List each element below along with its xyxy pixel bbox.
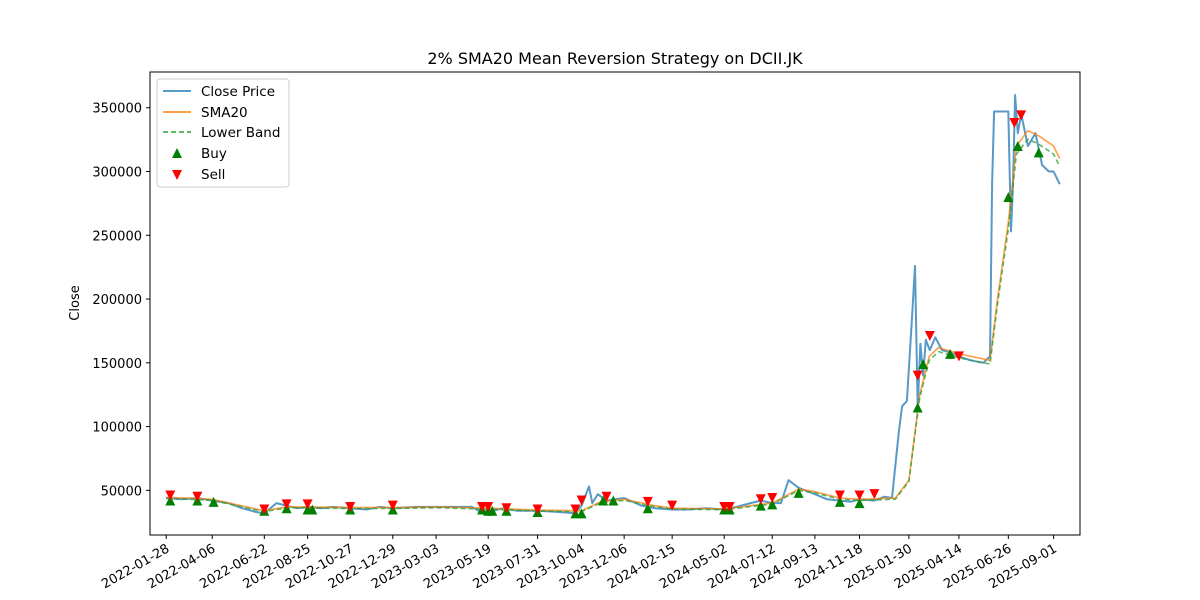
y-tick-label: 100000 [92, 421, 142, 436]
sell-marker [953, 351, 964, 362]
sell-marker [259, 504, 270, 515]
buy-marker [608, 495, 619, 506]
sell-marker [767, 493, 778, 504]
sma20-line [166, 129, 1061, 512]
y-tick-label: 50000 [101, 484, 142, 499]
buy-marker [487, 505, 498, 516]
buy-marker [1003, 191, 1014, 202]
y-tick-label: 150000 [92, 357, 142, 372]
sell-marker [570, 504, 581, 515]
close-price-line [166, 94, 1061, 515]
sell-marker [165, 490, 176, 501]
sell-marker [576, 495, 587, 506]
buy-marker [854, 498, 865, 509]
y-tick-label: 250000 [92, 229, 142, 244]
sell-marker [483, 501, 494, 512]
sell-marker [532, 504, 543, 515]
buy-marker [642, 503, 653, 514]
signal-markers [165, 110, 1044, 519]
plot-frame [149, 71, 1081, 536]
sell-marker [724, 501, 735, 512]
legend-box [156, 78, 290, 188]
sell-marker [869, 489, 880, 500]
legend-swatch-buy [172, 148, 182, 158]
sell-marker [601, 491, 612, 502]
sell-marker [834, 490, 845, 501]
chart-title: 2% SMA20 Mean Reversion Strategy on DCII… [427, 49, 803, 68]
legend-swatch-sell [172, 170, 182, 180]
buy-marker [598, 495, 609, 506]
buy-marker [208, 496, 219, 507]
sell-marker [281, 499, 292, 510]
x-axis: 2022-01-282022-04-062022-06-222022-08-25… [99, 535, 1060, 592]
buy-marker [576, 508, 587, 519]
buy-marker [165, 495, 176, 506]
buy-marker [1012, 140, 1023, 151]
sell-marker [1009, 118, 1020, 129]
sell-marker [345, 501, 356, 512]
y-tick-label: 200000 [92, 293, 142, 308]
sell-marker [924, 331, 935, 342]
buy-marker [834, 496, 845, 507]
legend: Close Price SMA20 Lower Band Buy Sell [156, 78, 290, 188]
y-tick-label: 300000 [92, 165, 142, 180]
sell-marker [501, 503, 512, 514]
buy-marker [793, 487, 804, 498]
sell-marker [912, 370, 923, 381]
y-axis-label: Close [68, 285, 83, 320]
buy-marker [918, 359, 929, 370]
sell-marker [302, 499, 313, 510]
lower-band-line [166, 138, 1061, 513]
y-tick-label: 350000 [92, 102, 142, 117]
buy-marker [755, 500, 766, 511]
legend-label-buy: Buy [201, 146, 227, 162]
sell-marker [667, 500, 678, 511]
legend-label-close: Close Price [201, 84, 275, 100]
sell-marker [755, 494, 766, 505]
sell-marker [642, 496, 653, 507]
plot-area [166, 94, 1061, 515]
buy-marker [307, 504, 318, 515]
buy-marker [1033, 147, 1044, 158]
sell-marker [387, 500, 398, 511]
legend-label-sell: Sell [201, 167, 225, 183]
buy-marker [945, 348, 956, 359]
legend-label-lower: Lower Band [201, 125, 280, 141]
y-axis: 50000 100000 150000 200000 250000 300000 35000… [92, 102, 150, 499]
legend-label-sma: SMA20 [201, 105, 248, 121]
sell-marker [1016, 110, 1027, 121]
buy-marker [912, 402, 923, 413]
sell-marker [192, 491, 203, 502]
buy-marker [767, 499, 778, 510]
sell-marker [854, 490, 865, 501]
